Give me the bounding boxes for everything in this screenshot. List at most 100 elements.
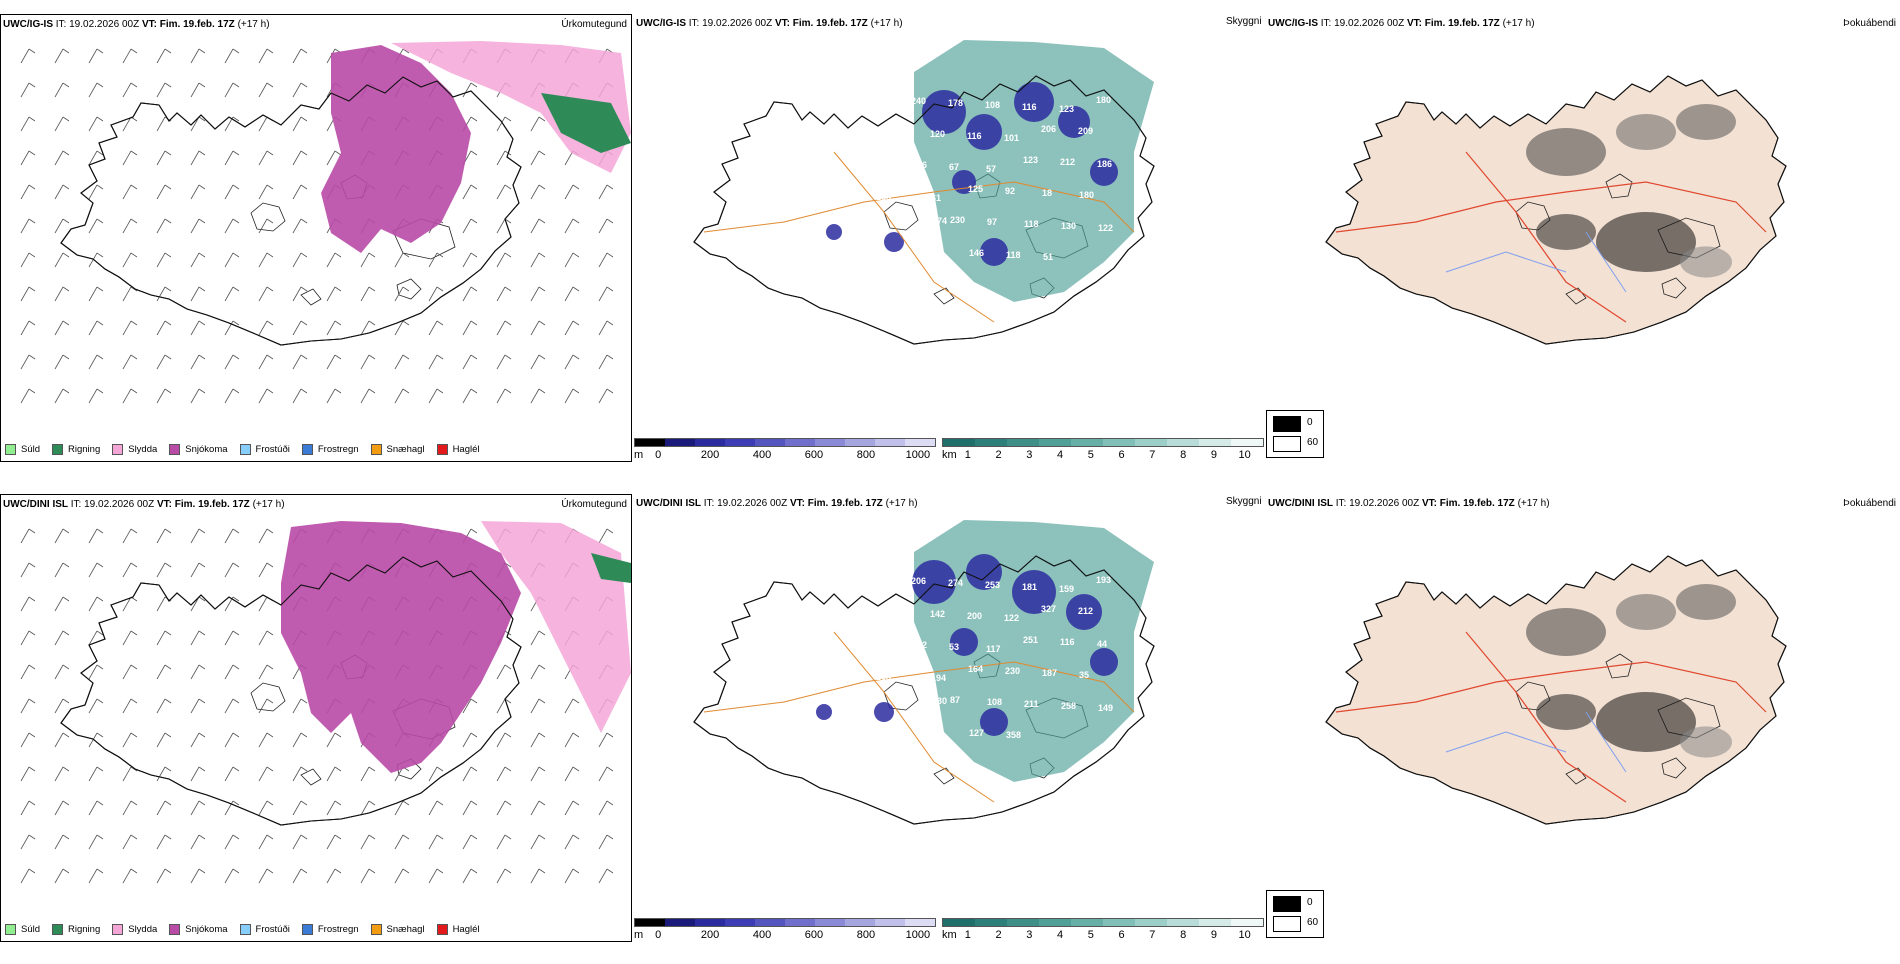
legend-label: Frostregn: [317, 443, 359, 455]
wind-barb: [598, 320, 614, 336]
init-time: IT: 19.02.2026 00Z: [70, 499, 155, 510]
wind-barb: [122, 800, 138, 816]
wind-barb: [530, 218, 546, 234]
legend-item: Frostregn: [301, 443, 359, 455]
wind-barb: [564, 320, 580, 336]
wind-barb: [156, 82, 172, 98]
cloud-base-label: 125: [968, 184, 983, 194]
cloud-base-label: 194: [931, 673, 946, 683]
model-name: UWC/IG-IS: [1268, 18, 1318, 29]
legend-swatch: [112, 443, 124, 455]
cloud-base-label: 253: [985, 580, 1000, 590]
fog-shade: [1680, 246, 1732, 278]
wind-barb: [496, 732, 512, 748]
wind-barb: [224, 528, 240, 544]
wind-barb: [54, 562, 70, 578]
wind-barb: [326, 388, 342, 404]
fog-indicator-map: [1325, 75, 1787, 345]
wind-barb: [190, 766, 206, 782]
wind-barb: [530, 698, 546, 714]
cloud-base-cell: [1090, 158, 1118, 186]
wind-barb: [360, 252, 376, 268]
wind-barb: [598, 868, 614, 884]
cloud-base-label: 209: [893, 607, 908, 617]
colorbar-segment: [695, 439, 725, 446]
wind-barb: [190, 732, 206, 748]
wind-barb: [54, 698, 70, 714]
glacier-outline: [1565, 287, 1587, 305]
fog-legend-swatch: [1273, 436, 1301, 452]
wind-barb: [190, 354, 206, 370]
wind-barb: [462, 868, 478, 884]
wind-barb: [496, 766, 512, 782]
colorbar-segment: [845, 919, 875, 926]
wind-barb: [326, 252, 342, 268]
legend-label: Rigning: [68, 923, 101, 935]
wind-barb: [88, 150, 104, 166]
wind-barb: [88, 218, 104, 234]
wind-barb: [360, 800, 376, 816]
wind-barb: [530, 320, 546, 336]
fog-indicator-panel: UWC/IG-IS IT: 19.02.2026 00Z VT: Fim. 19…: [1266, 14, 1900, 462]
legend-item: Snjókoma: [169, 923, 228, 935]
wind-barb: [292, 286, 308, 302]
wind-barb: [258, 732, 274, 748]
wind-barb: [88, 320, 104, 336]
wind-barb: [258, 800, 274, 816]
rain-area: [541, 93, 631, 153]
wind-barb: [54, 596, 70, 612]
wind-barb: [258, 48, 274, 64]
wind-barb: [20, 388, 36, 404]
wind-barb: [224, 184, 240, 200]
cloud-base-label: 258: [1061, 701, 1076, 711]
colorbar-segment: [815, 919, 845, 926]
panel-header: UWC/IG-IS IT: 19.02.2026 00Z VT: Fim. 19…: [636, 18, 1224, 32]
road-network: [1335, 631, 1767, 803]
glacier-outline: [1565, 767, 1587, 785]
colorbar-tick: 3: [1026, 449, 1033, 461]
wind-barb: [292, 320, 308, 336]
colorbar-segment: [1007, 439, 1039, 446]
glacier-outline: [933, 767, 955, 785]
wind-barb: [462, 82, 478, 98]
wind-barb: [122, 218, 138, 234]
wind-barb: [54, 354, 70, 370]
wind-barb: [190, 388, 206, 404]
wind-barb: [496, 698, 512, 714]
wind-barb: [88, 286, 104, 302]
wind-barb: [122, 184, 138, 200]
wind-barb: [20, 664, 36, 680]
wind-barb: [428, 766, 444, 782]
wind-barb: [190, 834, 206, 850]
wind-barb: [462, 320, 478, 336]
wind-barb: [394, 800, 410, 816]
cloud-base-label: 358: [1006, 730, 1021, 740]
wind-barb: [258, 834, 274, 850]
wind-barb: [190, 184, 206, 200]
wind-barb: [564, 218, 580, 234]
wind-barb: [462, 218, 478, 234]
cloud-base-label: 146: [969, 248, 984, 258]
wind-barb: [326, 800, 342, 816]
colorbar-tick: 3: [1026, 929, 1033, 941]
colorbar-segment: [1199, 439, 1231, 446]
wind-barb: [496, 868, 512, 884]
wind-barb: [20, 116, 36, 132]
cloud-base-label: 57: [986, 164, 996, 174]
coastline-overlay: [1325, 555, 1787, 825]
cloud-base-cell: [922, 90, 966, 134]
cloud-base-label: 116: [967, 131, 982, 141]
colorbar-segment: [1231, 439, 1263, 446]
wind-barb: [88, 800, 104, 816]
wind-barb: [326, 150, 342, 166]
colorbar-tick: 7: [1149, 449, 1156, 461]
wind-barb: [496, 834, 512, 850]
wind-barb: [462, 834, 478, 850]
cloud-base-label: 274: [948, 578, 963, 588]
cloudbase-colorbar: m 0 200 400 600 800 1000: [634, 918, 936, 942]
cloud-base-label: 178: [948, 98, 963, 108]
cloud-base-cell: [1012, 570, 1056, 614]
colorbar-segment: [785, 439, 815, 446]
wind-barb: [564, 766, 580, 782]
wind-barb: [54, 528, 70, 544]
